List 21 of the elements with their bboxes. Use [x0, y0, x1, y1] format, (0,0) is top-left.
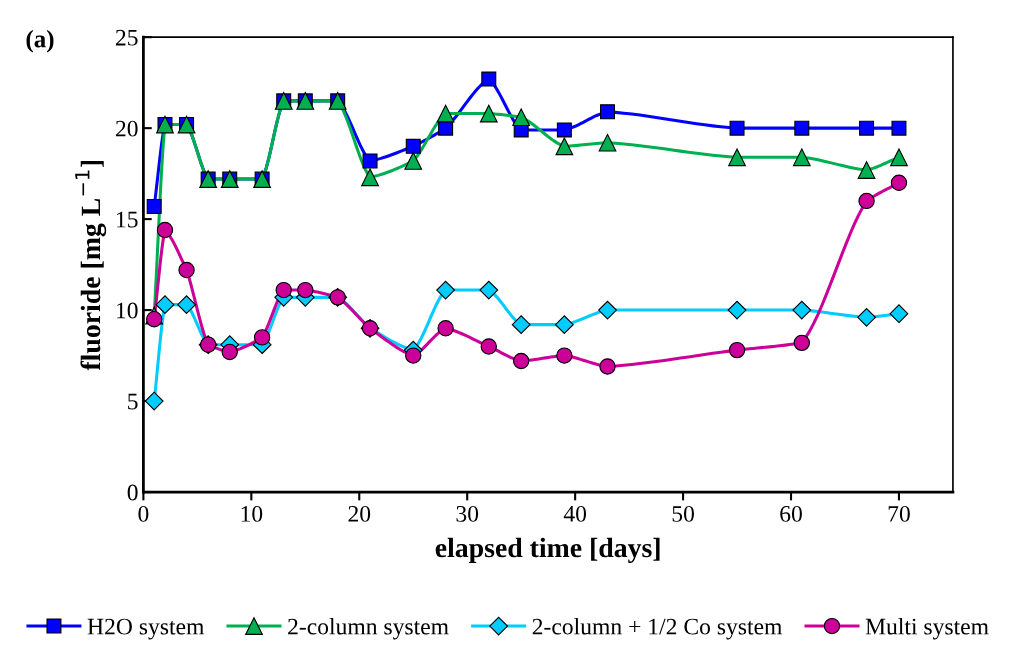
y-tick-label: 5 — [128, 393, 138, 410]
x-tick-label: 20 — [348, 505, 371, 522]
y-axis-title: fluoride [mg L$^{−1}$] — [75, 160, 107, 371]
x-tick-label: 30 — [456, 505, 479, 522]
legend-label: Multi system — [865, 617, 989, 640]
x-tick-label: 40 — [563, 505, 587, 522]
x-tick-label: 70 — [888, 505, 910, 522]
x-axis-title: elapsed time [days] — [435, 537, 660, 564]
text: (a) — [26, 29, 54, 53]
legend-label: 2-column + 1/2 Co system — [532, 617, 783, 640]
y-tick-label: 20 — [115, 120, 138, 137]
x-tick-label: 50 — [672, 505, 694, 522]
y-tick-label: 15 — [117, 211, 138, 228]
y-tick-label: 25 — [115, 29, 138, 46]
y-tick-label: 0 — [127, 484, 138, 501]
legend-label: 2-column system — [288, 617, 449, 640]
legend-label: H2O system — [87, 618, 205, 640]
x-tick-label: 10 — [241, 505, 263, 522]
y-tick-label: 10 — [117, 302, 138, 319]
x-tick-label: 0 — [138, 505, 149, 522]
x-tick-label: 60 — [780, 505, 802, 522]
